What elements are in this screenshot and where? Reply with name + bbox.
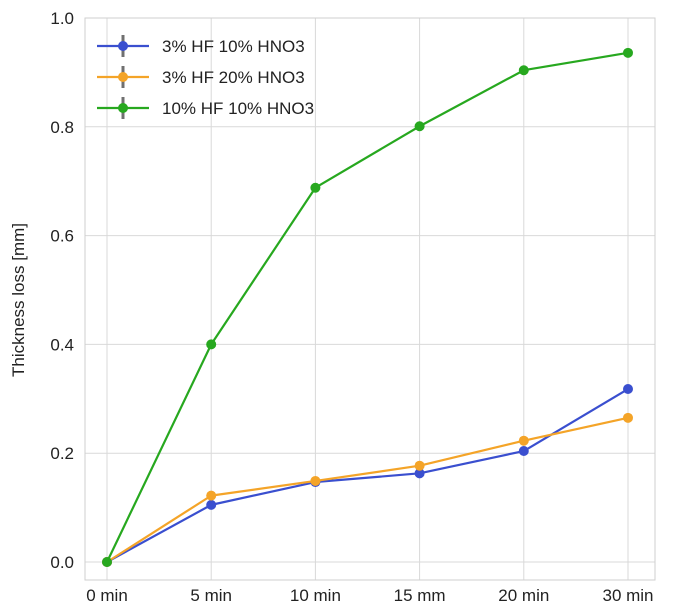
series-group — [102, 47, 633, 567]
y-tick-label: 0.0 — [50, 553, 74, 572]
data-point — [518, 435, 529, 446]
data-point — [414, 121, 425, 132]
legend-item: 3% HF 20% HNO3 — [97, 66, 305, 88]
legend-item: 10% HF 10% HNO3 — [97, 97, 314, 119]
data-point — [623, 47, 633, 58]
legend-label: 3% HF 10% HNO3 — [162, 37, 305, 56]
series-3 — [102, 47, 633, 567]
data-point — [206, 490, 217, 501]
data-point — [623, 384, 633, 395]
y-tick-label: 0.8 — [50, 118, 74, 137]
data-point — [623, 412, 633, 423]
series-line — [106, 388, 629, 563]
series-1 — [102, 384, 633, 567]
legend-label: 3% HF 20% HNO3 — [162, 68, 305, 87]
x-tick-label: 20 min — [498, 586, 549, 605]
x-tick-label: 10 min — [290, 586, 341, 605]
y-tick-label: 0.6 — [50, 227, 74, 246]
data-point — [310, 182, 321, 193]
legend-marker — [118, 41, 128, 51]
data-point — [310, 475, 321, 486]
y-tick-label: 0.2 — [50, 444, 74, 463]
x-tick-label: 15 mm — [394, 586, 446, 605]
legend-marker — [118, 103, 128, 113]
x-tick-label: 30 min — [602, 586, 653, 605]
tick-labels: 0.0 0.2 0.4 0.6 0.8 1.0 0 min 5 min 10 min 15 mm 2… — [50, 9, 653, 605]
data-point — [414, 460, 425, 471]
y-axis-title: Thickness loss [mm] — [9, 223, 28, 377]
data-point — [518, 446, 529, 457]
x-tick-label: 5 min — [190, 586, 232, 605]
y-tick-label: 1.0 — [50, 9, 74, 28]
legend: 3% HF 10% HNO3 3% HF 20% HNO3 10% HF 10% H… — [97, 35, 314, 119]
data-point — [206, 339, 217, 350]
series-2 — [102, 412, 633, 567]
plot-area — [84, 17, 656, 581]
data-point — [414, 468, 425, 479]
series-line — [106, 416, 629, 563]
data-point — [518, 65, 529, 76]
x-tick-label: 0 min — [86, 586, 128, 605]
series-line — [106, 51, 629, 563]
data-point — [102, 557, 112, 567]
legend-marker — [118, 72, 128, 82]
y-tick-label: 0.4 — [50, 335, 74, 354]
legend-item: 3% HF 10% HNO3 — [97, 35, 305, 57]
legend-label: 10% HF 10% HNO3 — [162, 99, 314, 118]
data-point — [206, 499, 217, 510]
